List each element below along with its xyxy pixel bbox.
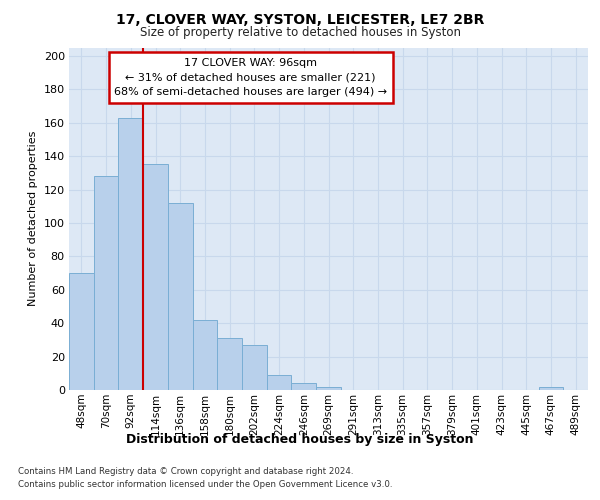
Bar [316,386,341,390]
Bar [94,176,118,390]
Bar [118,118,143,390]
Bar [168,203,193,390]
Bar [292,384,316,390]
Bar [193,320,217,390]
Text: 17, CLOVER WAY, SYSTON, LEICESTER, LE7 2BR: 17, CLOVER WAY, SYSTON, LEICESTER, LE7 2… [116,12,484,26]
Y-axis label: Number of detached properties: Number of detached properties [28,131,38,306]
Bar [267,375,292,390]
Text: Contains HM Land Registry data © Crown copyright and database right 2024.: Contains HM Land Registry data © Crown c… [18,468,353,476]
Bar [539,386,563,390]
Text: Contains public sector information licensed under the Open Government Licence v3: Contains public sector information licen… [18,480,392,489]
Bar [143,164,168,390]
Text: 17 CLOVER WAY: 96sqm
← 31% of detached houses are smaller (221)
68% of semi-deta: 17 CLOVER WAY: 96sqm ← 31% of detached h… [114,58,387,98]
Bar [69,273,94,390]
Bar [217,338,242,390]
Text: Size of property relative to detached houses in Syston: Size of property relative to detached ho… [139,26,461,39]
Bar [242,345,267,390]
Text: Distribution of detached houses by size in Syston: Distribution of detached houses by size … [126,432,474,446]
